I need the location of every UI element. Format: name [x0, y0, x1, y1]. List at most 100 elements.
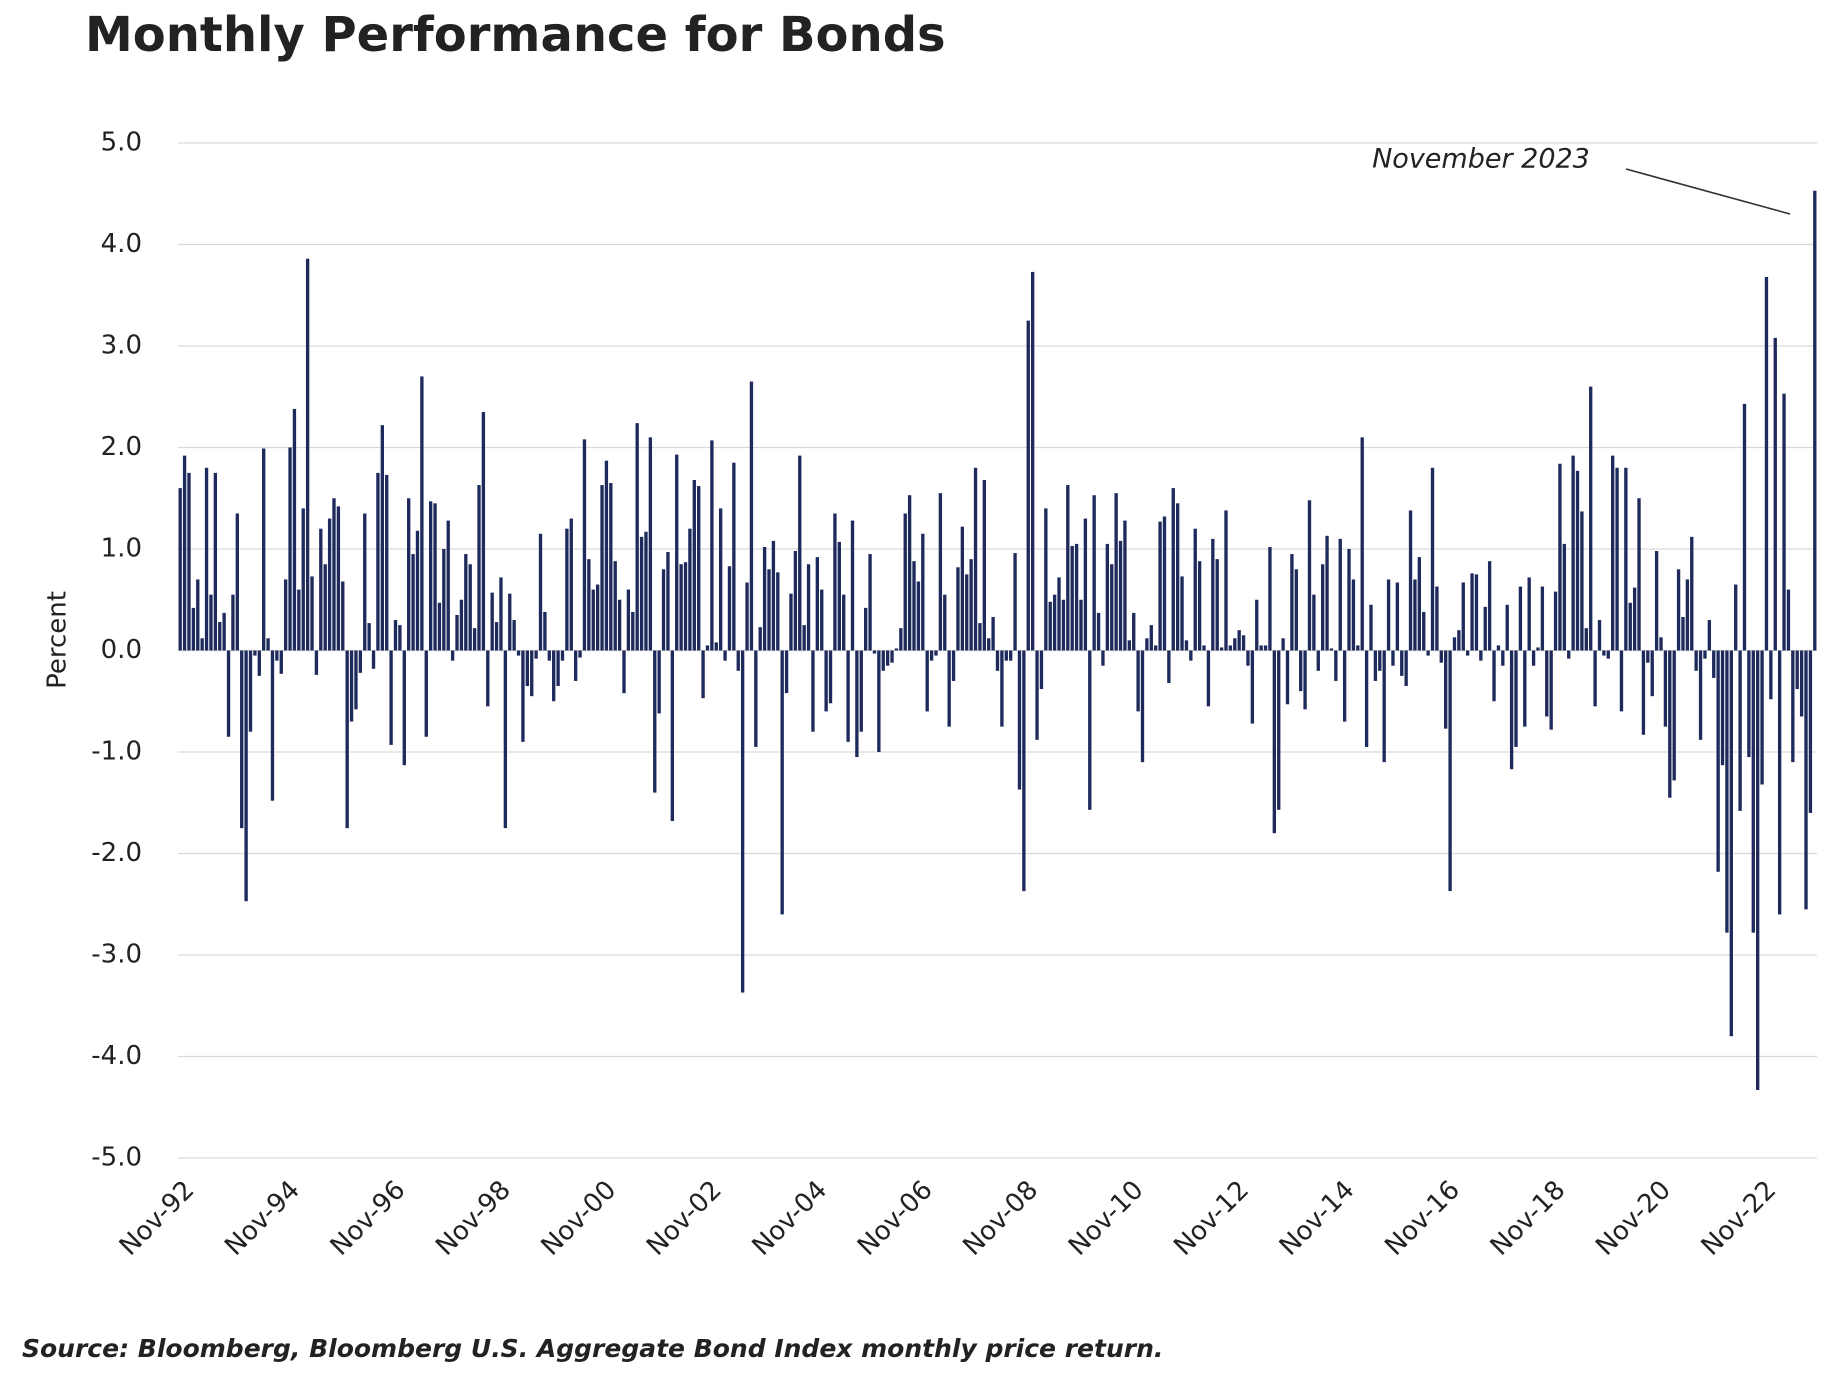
bar [1101, 650, 1105, 666]
bar [1606, 650, 1610, 659]
bar [477, 485, 481, 651]
bar [1268, 546, 1272, 651]
bar [231, 594, 235, 651]
bar [1470, 573, 1474, 651]
bar [1132, 612, 1136, 651]
bar [938, 493, 943, 651]
bar [1611, 455, 1615, 651]
bar [1672, 650, 1676, 781]
bar [1395, 582, 1400, 651]
bar [1373, 650, 1378, 681]
bar [723, 650, 727, 661]
bar [512, 620, 516, 651]
bar [885, 650, 890, 666]
bar [1496, 645, 1501, 651]
bar [389, 650, 393, 745]
y-axis-label: Percent [43, 591, 73, 689]
bar [943, 594, 947, 651]
bar [565, 528, 569, 651]
bar [1334, 650, 1338, 681]
bar [1281, 638, 1285, 651]
bar [987, 638, 991, 651]
bar [1690, 536, 1694, 651]
annotation-pointer [1625, 168, 1791, 215]
bar [745, 582, 749, 651]
source-note: Source: Bloomberg, Bloomberg U.S. Aggreg… [22, 1334, 1163, 1363]
x-tick-label: Nov-14 [1274, 1175, 1361, 1262]
bar [600, 485, 604, 651]
bar [1066, 485, 1070, 651]
bar [1461, 582, 1465, 651]
bar [850, 520, 855, 651]
bar [582, 439, 587, 651]
bar [1457, 630, 1461, 651]
bar [679, 564, 683, 651]
bar [1000, 650, 1004, 727]
bar [1738, 650, 1742, 811]
bar [1549, 650, 1553, 730]
bar [1237, 630, 1241, 651]
bar [1602, 650, 1606, 656]
bar [811, 650, 815, 732]
bar [288, 447, 292, 651]
x-tick-label: Nov-92 [114, 1175, 201, 1262]
bar [1615, 467, 1619, 651]
x-tick-label: Nov-98 [430, 1175, 517, 1262]
bar [1465, 650, 1470, 656]
bar [609, 483, 613, 651]
bar [701, 650, 705, 699]
bar [1791, 650, 1795, 763]
bar [758, 627, 762, 651]
bar [266, 638, 270, 651]
bar [292, 408, 297, 651]
bar [1444, 650, 1448, 729]
bar [815, 557, 820, 651]
bar [446, 520, 450, 651]
bar [1430, 467, 1435, 651]
bar [508, 593, 512, 651]
bar [257, 650, 261, 676]
bar [1342, 650, 1347, 722]
bar [806, 564, 811, 651]
bar [1382, 650, 1386, 763]
bar [1734, 584, 1738, 651]
x-tick-label: Nov-10 [1063, 1175, 1150, 1262]
bar [1228, 645, 1233, 651]
bar [1149, 625, 1153, 651]
bar [490, 592, 494, 651]
y-tick-label: -1.0 [91, 737, 142, 767]
bar [1070, 545, 1074, 651]
bar [1536, 647, 1540, 651]
bar [1202, 645, 1206, 651]
bar [525, 650, 530, 687]
x-tick-label: Nov-04 [747, 1175, 834, 1262]
bar [859, 650, 863, 732]
bar [916, 581, 921, 651]
bar [1782, 393, 1786, 651]
bar [956, 567, 960, 651]
bar [635, 423, 639, 651]
bar [1299, 650, 1303, 692]
bar [516, 650, 521, 656]
bar [1628, 602, 1632, 651]
bar [1698, 650, 1703, 740]
bar [1118, 540, 1123, 651]
bar [1531, 650, 1536, 666]
bar [1386, 579, 1391, 651]
bar [424, 650, 428, 737]
bar [1219, 647, 1224, 651]
bar [951, 650, 956, 681]
bar [270, 650, 275, 801]
bar [455, 614, 459, 651]
bar [1105, 543, 1110, 651]
bar [204, 467, 209, 651]
bar [1400, 650, 1404, 676]
bar [415, 530, 420, 651]
bar [1707, 620, 1712, 651]
x-tick-label: Nov-20 [1590, 1175, 1677, 1262]
bar [1057, 577, 1061, 651]
bar [789, 593, 793, 651]
bar [855, 650, 859, 758]
bar [1083, 518, 1088, 651]
